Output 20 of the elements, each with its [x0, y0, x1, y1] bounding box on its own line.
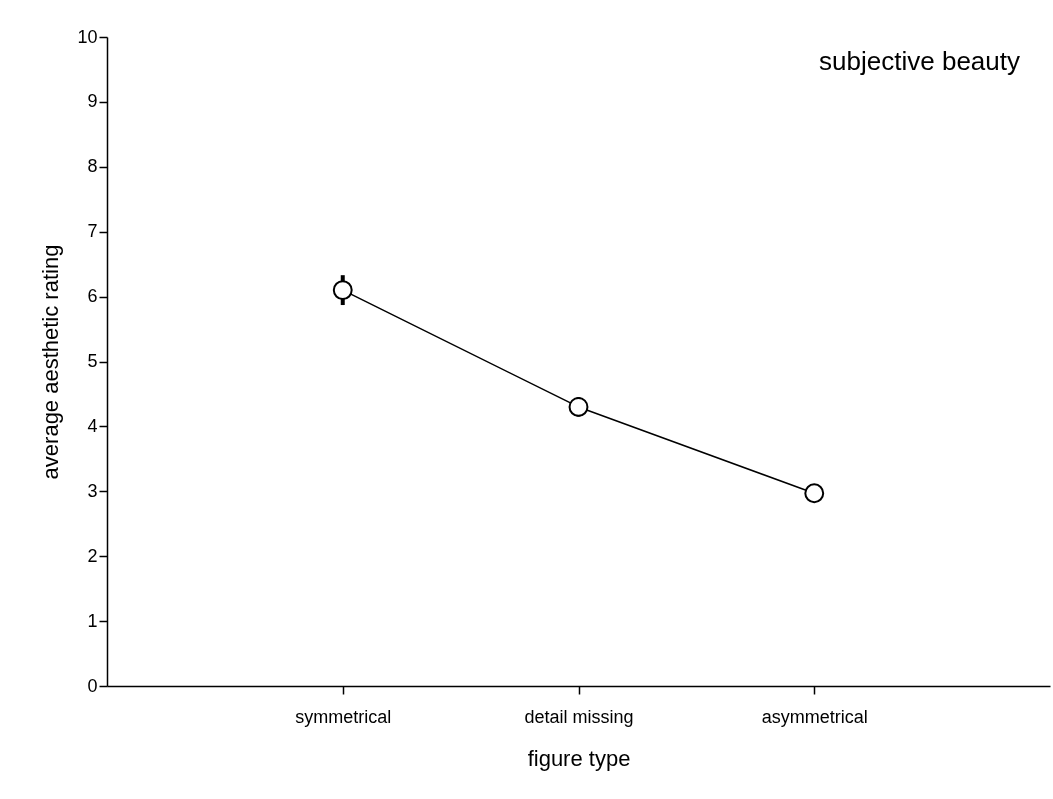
- annotation: subjective beauty: [819, 46, 1020, 76]
- y-tick-label: 3: [87, 480, 98, 501]
- point: [568, 397, 589, 417]
- x-tick-label: asymmetrical: [761, 706, 868, 727]
- y-axis-title: average aesthetic rating: [38, 244, 64, 480]
- y-tick-label: 1: [87, 610, 98, 631]
- y-tick-label: 2: [87, 545, 98, 566]
- x-tick-label: symmetrical: [295, 706, 392, 727]
- point: [804, 483, 825, 504]
- y-tick-label: 5: [87, 351, 98, 371]
- y-tick-label: 8: [87, 156, 98, 177]
- point: [332, 280, 353, 301]
- y-tick-label: 0: [87, 675, 98, 696]
- y-tick-label: 7: [87, 221, 98, 242]
- x-tick-label: detail missing: [524, 706, 634, 727]
- y-tick-label: 4: [87, 415, 98, 436]
- y-tick-label: 10: [77, 26, 98, 47]
- x-axis-title: figure type: [527, 745, 631, 771]
- y-tick-label: 6: [87, 286, 98, 307]
- y-tick-label: 9: [87, 91, 98, 112]
